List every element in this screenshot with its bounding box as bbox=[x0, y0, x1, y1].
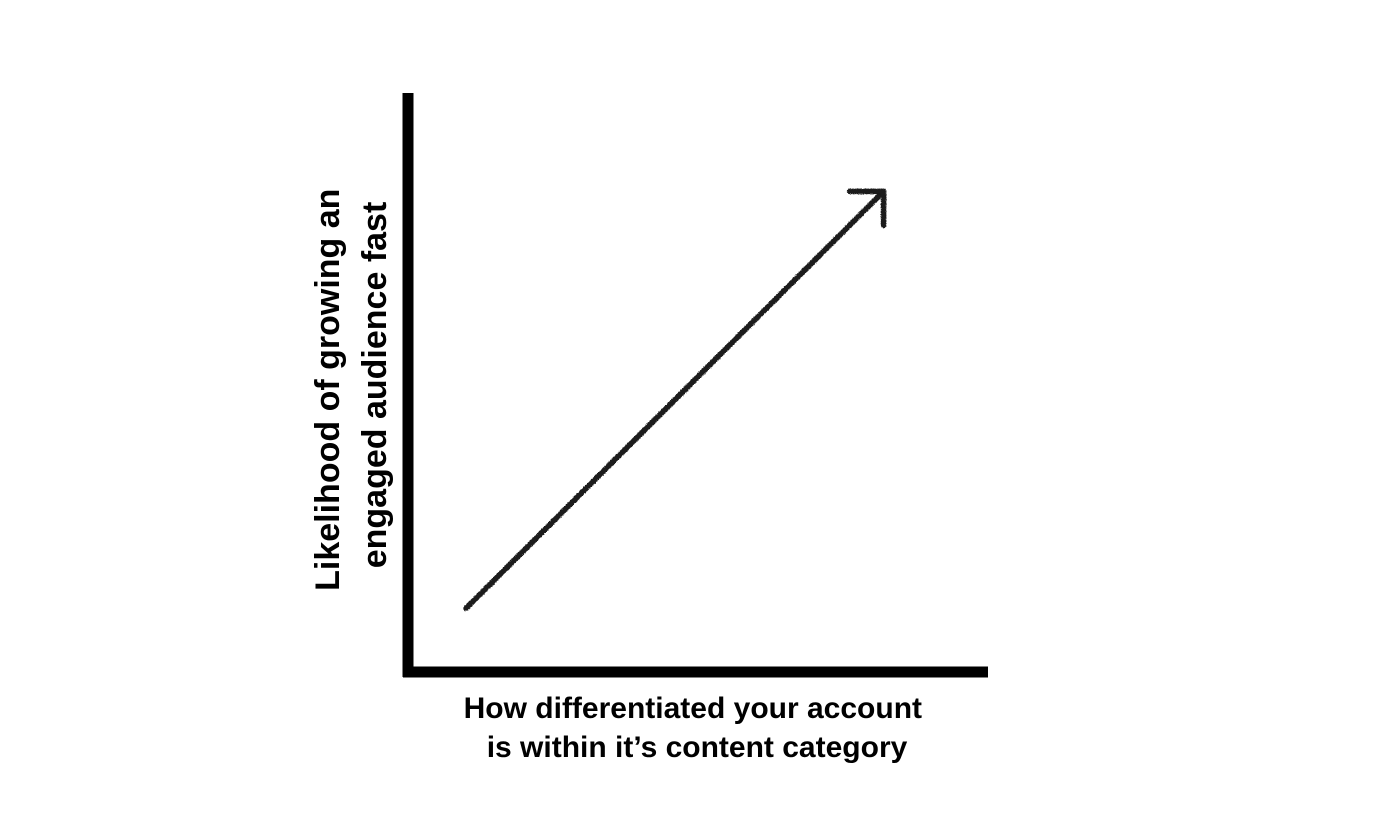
x-axis-label-line-1: How differentiated your account bbox=[464, 692, 922, 725]
axes bbox=[402, 93, 988, 678]
trend-series-0 bbox=[463, 188, 887, 612]
x-axis-label-line-2: is within it’s content category bbox=[487, 731, 908, 764]
x-axis-label: How differentiated your account is withi… bbox=[464, 692, 931, 764]
y-axis-label: Likelihood of growing an engaged audienc… bbox=[309, 179, 394, 591]
series-layer bbox=[463, 188, 887, 612]
y-axis-label-line-2: engaged audience fast bbox=[356, 202, 394, 569]
trend-line bbox=[463, 188, 887, 612]
y-axis-label-line-1: Likelihood of growing an bbox=[309, 189, 347, 591]
trend-arrowhead bbox=[846, 188, 887, 229]
